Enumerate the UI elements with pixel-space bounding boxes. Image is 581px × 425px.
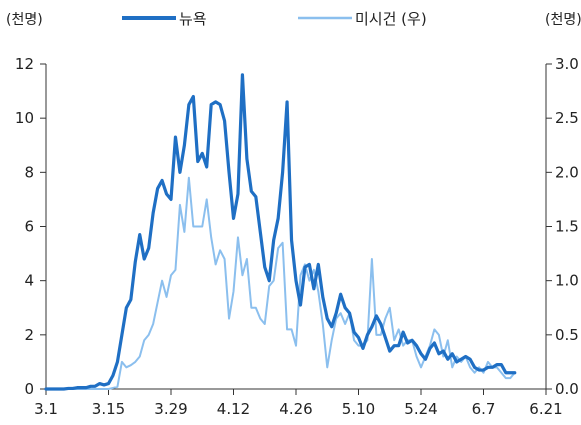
left-tick-label: 10 [15, 109, 34, 127]
x-tick-label: 3.29 [154, 400, 187, 418]
legend-label-ny: 뉴욕 [179, 10, 207, 28]
right-tick-label: 2.0 [555, 163, 579, 181]
series-line-ny [44, 73, 517, 391]
left-axis-unit: (천명) [6, 12, 43, 28]
right-axis-unit: (천명) [545, 12, 581, 28]
legend-label-michigan: 미시건 (우) [355, 10, 427, 28]
x-tick-label: 3.1 [34, 400, 58, 418]
left-tick-label: 4 [24, 272, 34, 290]
right-tick-label: 2.5 [555, 109, 579, 127]
right-axis-ticks: 0.0 0.5 1.0 1.5 2.0 2.5 3.0 [546, 55, 579, 398]
x-tick-label: 4.12 [217, 400, 250, 418]
left-tick-label: 2 [24, 326, 34, 344]
left-tick-label: 12 [15, 55, 34, 73]
x-axis-ticks: 3.1 3.15 3.29 4.12 4.26 5.10 5.24 6.7 6.21 [34, 389, 563, 418]
series-layer [44, 73, 517, 391]
series-line-michigan [45, 176, 516, 390]
x-tick-label: 6.7 [472, 400, 496, 418]
left-axis-ticks: 0 2 4 6 8 10 12 [15, 55, 46, 398]
x-tick-label: 4.26 [279, 400, 312, 418]
left-tick-label: 0 [24, 380, 34, 398]
right-tick-label: 0.0 [555, 380, 579, 398]
x-tick-label: 5.10 [342, 400, 375, 418]
right-tick-label: 1.5 [555, 218, 579, 236]
left-tick-label: 8 [24, 163, 34, 181]
x-tick-label: 3.15 [92, 400, 125, 418]
right-tick-label: 3.0 [555, 55, 579, 73]
right-tick-label: 0.5 [555, 326, 579, 344]
legend: 뉴욕 미시건 (우) [122, 10, 427, 28]
x-tick-label: 5.24 [404, 400, 437, 418]
right-tick-label: 1.0 [555, 272, 579, 290]
x-tick-label: 6.21 [529, 400, 562, 418]
left-tick-label: 6 [24, 218, 34, 236]
